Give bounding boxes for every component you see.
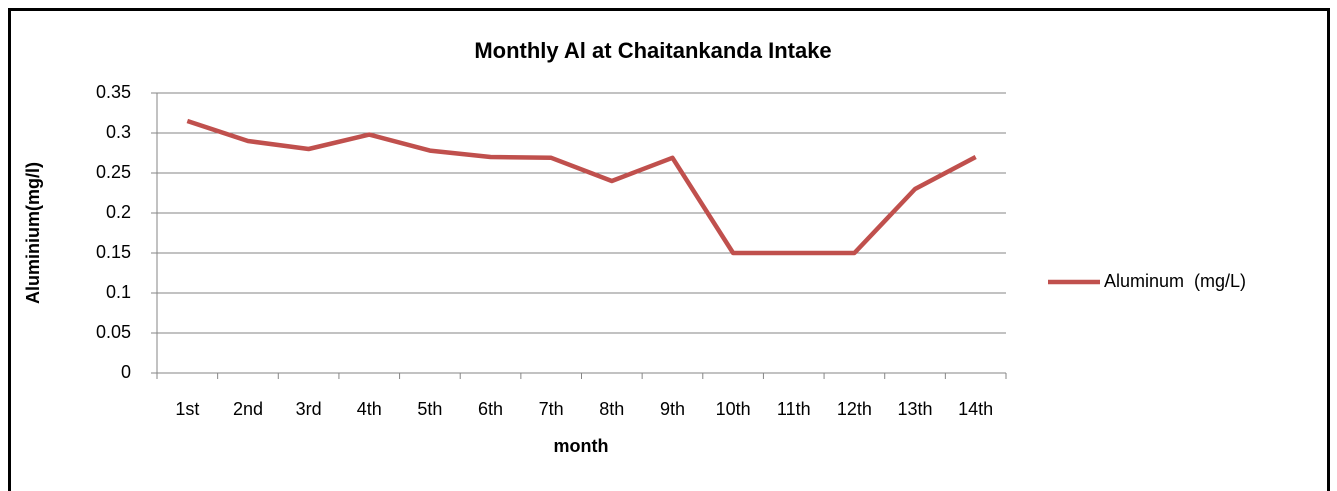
x-tick-label: 9th bbox=[660, 399, 685, 419]
y-tick-label: 0.35 bbox=[96, 82, 131, 102]
x-tick-label: 8th bbox=[599, 399, 624, 419]
y-tick-label: 0.05 bbox=[96, 322, 131, 342]
y-tick-label: 0.1 bbox=[106, 282, 131, 302]
y-tick-label: 0.25 bbox=[96, 162, 131, 182]
y-tick-label: 0.15 bbox=[96, 242, 131, 262]
chart-title: Monthly Al at Chaitankanda Intake bbox=[474, 38, 831, 63]
y-axis-label: Aluminium(mg/l) bbox=[23, 162, 43, 304]
x-tick-label: 13th bbox=[898, 399, 933, 419]
y-tick-label: 0 bbox=[121, 362, 131, 382]
x-tick-label: 10th bbox=[716, 399, 751, 419]
data-line bbox=[186, 118, 977, 256]
y-tick-label: 0.3 bbox=[106, 122, 131, 142]
x-tick-label: 11th bbox=[777, 399, 811, 419]
x-tick-label: 12th bbox=[837, 399, 872, 419]
frame bbox=[8, 8, 1330, 491]
x-tick-label: 5th bbox=[417, 399, 442, 419]
x-tick-label: 6th bbox=[478, 399, 503, 419]
x-tick-label: 7th bbox=[539, 399, 564, 419]
x-tick-label: 3rd bbox=[296, 399, 322, 419]
x-tick-label: 1st bbox=[175, 399, 199, 419]
x-tick-label: 14th bbox=[958, 399, 993, 419]
legend-label: Aluminum (mg/L) bbox=[1104, 271, 1246, 291]
x-tick-label: 4th bbox=[357, 399, 382, 419]
x-axis-label: month bbox=[554, 436, 609, 456]
x-tick-label: 2nd bbox=[233, 399, 263, 419]
y-tick-label: 0.2 bbox=[106, 202, 131, 222]
